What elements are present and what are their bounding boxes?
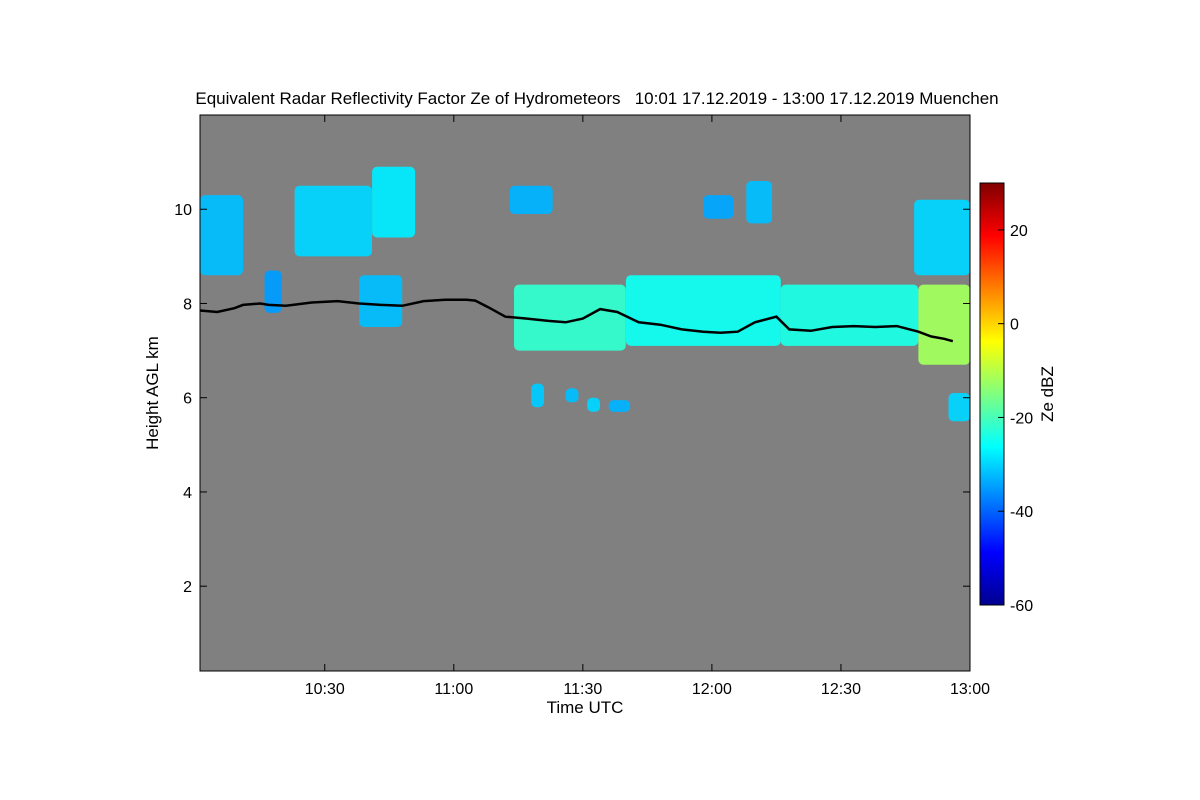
echo-region-low-patch-1130 [531, 383, 545, 408]
echo-region-low-patch-1135 [565, 388, 579, 403]
colorbar-ticks: -60 -40 -20 0 20 [998, 223, 1033, 615]
colorbar-tick-label: 0 [1010, 317, 1019, 334]
y-axis: 2 4 6 8 10 [174, 202, 970, 596]
echo-region-upper-cloud-1045 [372, 166, 416, 238]
x-tick-label: 11:30 [563, 681, 602, 698]
echo-region-low-patch-1300 [948, 393, 970, 422]
echo-region-main-layer-east [780, 284, 919, 346]
x-tick-label: 12:00 [692, 681, 732, 698]
cloud-top-line [200, 298, 954, 343]
chart-title: Equivalent Radar Reflectivity Factor Ze … [195, 89, 998, 108]
echo-region-main-layer-edge [918, 284, 970, 365]
colorbar-tick-label: -20 [1010, 410, 1033, 427]
x-axis: 10:30 11:00 11:30 12:00 12:30 13:00 [305, 115, 990, 698]
echo-region-low-patch-1145 [608, 400, 631, 412]
x-tick-label: 11:00 [434, 681, 473, 698]
x-tick-label: 10:30 [305, 681, 345, 698]
echo-layer [200, 166, 970, 422]
y-tick-label: 8 [183, 296, 192, 313]
echo-region-upper-cloud-left [200, 195, 243, 276]
colorbar-tick-label: -40 [1010, 504, 1033, 521]
echo-region-upper-cloud-1115 [509, 185, 553, 214]
y-tick-label: 10 [174, 202, 192, 219]
y-tick-label: 4 [183, 485, 192, 502]
echo-region-upper-cloud-1215 [746, 181, 773, 224]
echo-region-main-layer-center [625, 275, 781, 346]
echo-region-main-layer-west [514, 284, 626, 351]
y-tick-label: 2 [183, 579, 192, 596]
colorbar-label: Ze dBZ [1038, 366, 1057, 422]
y-axis-label: Height AGL km [143, 336, 162, 450]
echo-region-upper-cloud-1030 [294, 185, 372, 257]
echo-region-upper-cloud-1203 [703, 195, 734, 219]
y-tick-label: 6 [183, 391, 192, 408]
plot-frame [199, 114, 971, 672]
colorbar [979, 182, 1005, 606]
echo-region-virga-1045 [359, 275, 403, 327]
colorbar-tick-label: -60 [1010, 598, 1033, 615]
x-tick-label: 12:30 [821, 681, 861, 698]
echo-region-virga-1030 [264, 270, 282, 313]
colorbar-tick-label: 20 [1010, 223, 1028, 240]
x-tick-label: 13:00 [950, 681, 990, 698]
echo-region-low-patch-1140 [587, 397, 601, 412]
cloud-top-layer [200, 298, 954, 343]
echo-region-upper-cloud-right [914, 199, 970, 276]
x-axis-label: Time UTC [547, 698, 624, 717]
